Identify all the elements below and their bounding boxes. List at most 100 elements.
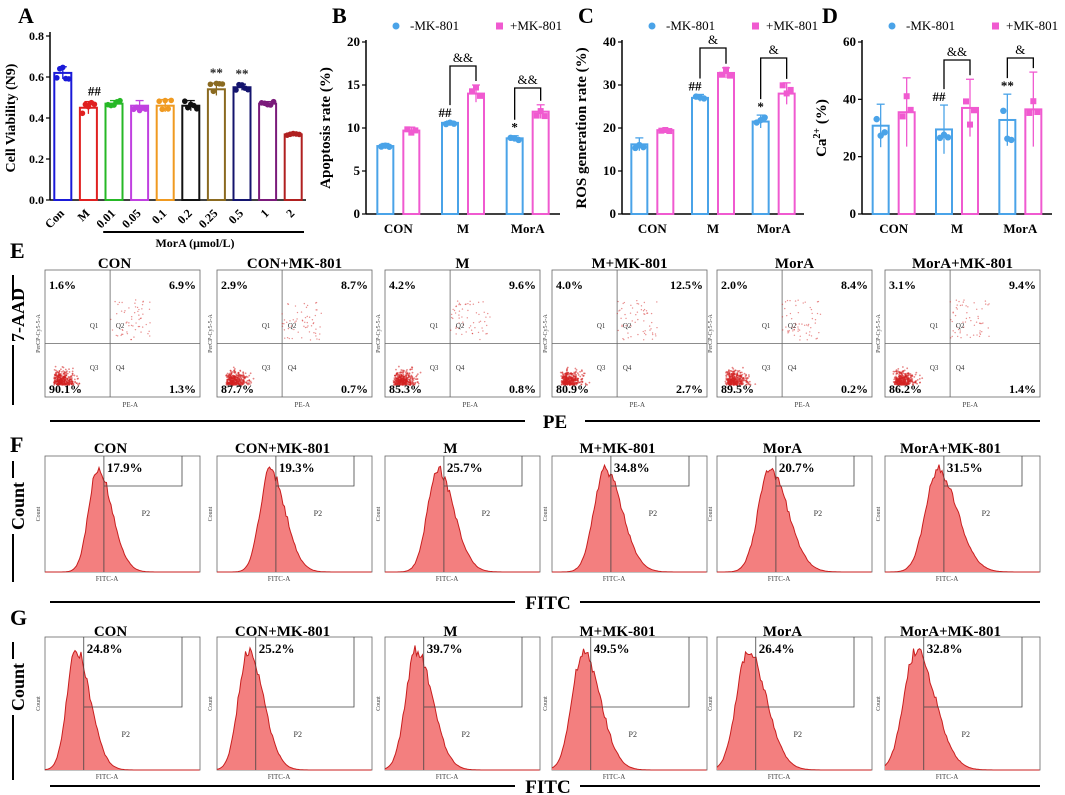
event-dot <box>399 378 402 381</box>
event-dot <box>794 322 796 325</box>
event-dot <box>961 304 963 306</box>
event-dot <box>754 383 757 386</box>
event-dot <box>806 339 808 341</box>
event-dot <box>73 378 76 381</box>
event-dot <box>786 299 789 302</box>
event-dot <box>239 369 242 372</box>
event-dot <box>115 334 118 337</box>
event-dot <box>319 333 321 335</box>
data-point <box>640 143 647 151</box>
event-dot <box>575 382 578 384</box>
event-dot <box>949 337 952 339</box>
event-dot <box>729 375 731 378</box>
event-dot <box>955 307 958 309</box>
significance-mark: ** <box>1001 78 1014 93</box>
event-dot <box>802 302 804 304</box>
event-dot <box>120 334 122 337</box>
quadrant-label: Q1 <box>262 322 271 330</box>
event-dot <box>67 381 70 384</box>
event-dot <box>642 330 644 333</box>
bar <box>232 86 252 201</box>
event-dot <box>307 325 309 327</box>
event-dot <box>63 373 66 376</box>
data-point <box>168 97 174 104</box>
event-dot <box>788 331 790 333</box>
x-axis-title: PE-A <box>122 401 138 409</box>
event-dot <box>450 313 453 316</box>
q4-value: 2.7% <box>676 382 703 396</box>
plot-title: CON <box>94 441 128 457</box>
event-dot <box>242 371 245 373</box>
event-dot <box>911 374 913 376</box>
gate-percentage: 17.9% <box>107 460 143 475</box>
event-dot <box>570 382 573 384</box>
event-dot <box>60 374 63 377</box>
event-dot <box>574 372 576 375</box>
event-dot <box>805 332 808 334</box>
event-dot <box>569 376 572 379</box>
x-axis-title: FITC-A <box>268 575 291 583</box>
data-point <box>270 98 277 105</box>
event-dot <box>452 308 454 311</box>
gate-percentage: 49.5% <box>594 641 630 656</box>
event-dot <box>571 381 574 384</box>
event-dot <box>810 335 813 337</box>
event-dot <box>736 380 739 382</box>
data-point <box>165 106 171 112</box>
event-dot <box>233 371 236 374</box>
event-dot <box>803 324 806 327</box>
event-dot <box>235 375 238 378</box>
event-dot <box>226 372 229 375</box>
legend-marker-plus <box>992 22 999 30</box>
event-dot <box>954 314 957 317</box>
event-dot <box>398 380 401 383</box>
event-dot <box>643 301 646 304</box>
event-dot <box>572 378 575 381</box>
event-dot <box>240 374 243 377</box>
y-tick-label: 5 <box>354 163 361 178</box>
event-dot <box>649 329 651 331</box>
event-dot <box>126 332 129 335</box>
event-dot <box>979 333 982 336</box>
plot-frame <box>884 269 1041 398</box>
event-dot <box>958 300 960 303</box>
event-dot <box>404 371 407 374</box>
event-dot <box>576 372 579 375</box>
x-axis-title: PE-A <box>629 401 645 409</box>
event-dot <box>617 300 619 303</box>
event-dot <box>53 368 56 371</box>
event-dot <box>962 301 965 303</box>
event-dot <box>972 334 975 336</box>
event-dot <box>637 333 639 336</box>
gate-label: P2 <box>122 730 130 739</box>
event-dot <box>642 310 645 312</box>
event-dot <box>233 378 235 380</box>
event-dot <box>583 372 586 375</box>
x-tick-label: 2 <box>283 206 297 220</box>
quadrant-label: Q3 <box>262 364 271 372</box>
bracket-label: & <box>708 32 718 47</box>
event-dot <box>897 367 900 370</box>
event-dot <box>250 381 253 384</box>
event-dot <box>248 374 251 377</box>
event-dot <box>288 337 290 340</box>
x-tick-label: 1 <box>258 206 272 220</box>
event-dot <box>66 377 69 380</box>
legend-marker-plus <box>752 22 759 30</box>
data-point <box>245 86 251 93</box>
event-dot <box>300 311 303 313</box>
event-dot <box>902 372 905 375</box>
event-dot <box>984 300 987 302</box>
event-dot <box>786 314 788 317</box>
event-dot <box>730 372 733 375</box>
event-dot <box>122 333 124 336</box>
bar <box>53 71 73 201</box>
x-tick-label: M <box>951 221 963 236</box>
event-dot <box>746 380 749 383</box>
event-dot <box>68 383 70 386</box>
event-dot <box>71 382 73 385</box>
plot-frame <box>384 269 541 398</box>
bar <box>181 104 201 201</box>
event-dot <box>478 313 480 316</box>
event-dot <box>726 373 728 376</box>
